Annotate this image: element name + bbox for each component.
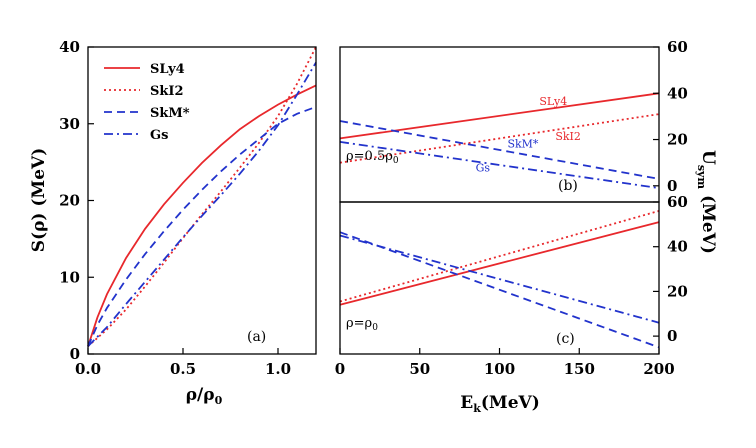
panel-a-xtick-label: 1.0	[265, 360, 291, 378]
panel-b-label-skmstar: SkM*	[507, 137, 538, 150]
panel-b-label-ski2: SkI2	[555, 130, 581, 143]
panel-b-right-ytick-label: 0	[667, 177, 677, 195]
panel-b-frame	[339, 46, 660, 203]
legend-label-ski2: SkI2	[150, 84, 184, 99]
panel-c-xtick-label: 100	[484, 360, 515, 378]
panel-b-right-ytick-label: 20	[667, 131, 688, 149]
panel-c-xtick-label: 150	[564, 360, 595, 378]
legend-label-gs: Gs	[150, 128, 168, 143]
panel-a-series-skmstar	[87, 106, 317, 347]
panel-a-ticks: 0.0 0.5 1.0 0 10 20 30 40	[59, 38, 291, 378]
panel-b-series	[339, 92, 660, 189]
panel-c-series-gs	[339, 234, 660, 324]
panel-a-series-ski2	[87, 46, 317, 347]
legend-label-sly4: SLy4	[150, 62, 185, 77]
panel-a-xlabel: ρ/ρ0	[186, 385, 223, 407]
panel-c-annotation: ρ=ρ0	[346, 316, 378, 333]
panel-c-right-ytick-label: 0	[667, 327, 677, 345]
panel-b-label-gs: Gs	[476, 162, 491, 175]
panel-c: 0 50 100 150 200 0 20 40 60 ρ=ρ0 (c) Ek(MeV)	[335, 193, 688, 415]
panel-c-tag: (c)	[556, 331, 575, 347]
panel-b-series-ski2	[339, 113, 660, 164]
panel-c-xlabel: Ek(MeV)	[460, 393, 540, 415]
panel-b-series-skmstar	[339, 120, 660, 180]
panel-c-series	[339, 210, 660, 349]
right-ylabel: Usym (MeV)	[695, 150, 718, 254]
panel-c-right-ytick-label: 40	[667, 238, 688, 256]
panel-c-series-ski2	[339, 210, 660, 303]
legend-label-skmstar: SkM*	[150, 106, 190, 121]
panel-c-ticks: 0 50 100 150 200 0 20 40 60	[335, 193, 688, 378]
panel-b-right-ytick-label: 60	[667, 38, 688, 56]
panel-b-series-gs	[339, 141, 660, 189]
panel-c-xtick-label: 0	[335, 360, 345, 378]
panel-c-right-ytick-label: 20	[667, 282, 688, 300]
panel-b-ticks: 0 20 40 60	[653, 38, 688, 195]
panel-b-label-sly4: SLy4	[539, 95, 567, 108]
panel-c-series-sly4	[339, 221, 660, 306]
panel-a-series-sly4	[87, 84, 317, 347]
panel-a-legend: SLy4 SkI2 SkM* Gs	[104, 62, 190, 143]
panel-c-xtick-label: 50	[409, 360, 430, 378]
panel-a-ytick-label: 10	[59, 268, 80, 286]
panel-b-series-sly4	[339, 92, 660, 140]
panel-b-annotation: ρ=0.5ρ0	[346, 149, 399, 166]
panel-c-series-skmstar	[339, 231, 660, 349]
panel-a-ytick-label: 30	[59, 115, 80, 133]
panel-c-right-ytick-label: 60	[667, 193, 688, 211]
panel-a-series-gs	[87, 61, 317, 347]
panel-a-ytick-label: 0	[70, 345, 80, 363]
panel-a-tag: (a)	[247, 329, 266, 345]
panel-a-xtick-label: 0.0	[75, 360, 101, 378]
panel-b-tag: (b)	[558, 178, 578, 194]
panel-a-xtick-label: 0.5	[170, 360, 196, 378]
panel-a-series	[87, 46, 317, 347]
panel-b: 0 20 40 60 SLy4 SkI2 SkM* Gs ρ=0.5ρ0 (b)	[339, 38, 688, 203]
panel-a-ytick-label: 40	[59, 38, 80, 56]
panel-a-ytick-label: 20	[59, 192, 80, 210]
panel-b-inline-labels: SLy4 SkI2 SkM* Gs	[476, 95, 581, 174]
panel-c-xtick-label: 200	[643, 360, 674, 378]
panel-a-ylabel: S(ρ) (MeV)	[29, 148, 49, 253]
panel-b-right-ytick-label: 40	[667, 84, 688, 102]
panel-a: 0.0 0.5 1.0 0 10 20 30 40 SLy4 SkI2 SkM* Gs (a) ρ/…	[29, 38, 317, 407]
